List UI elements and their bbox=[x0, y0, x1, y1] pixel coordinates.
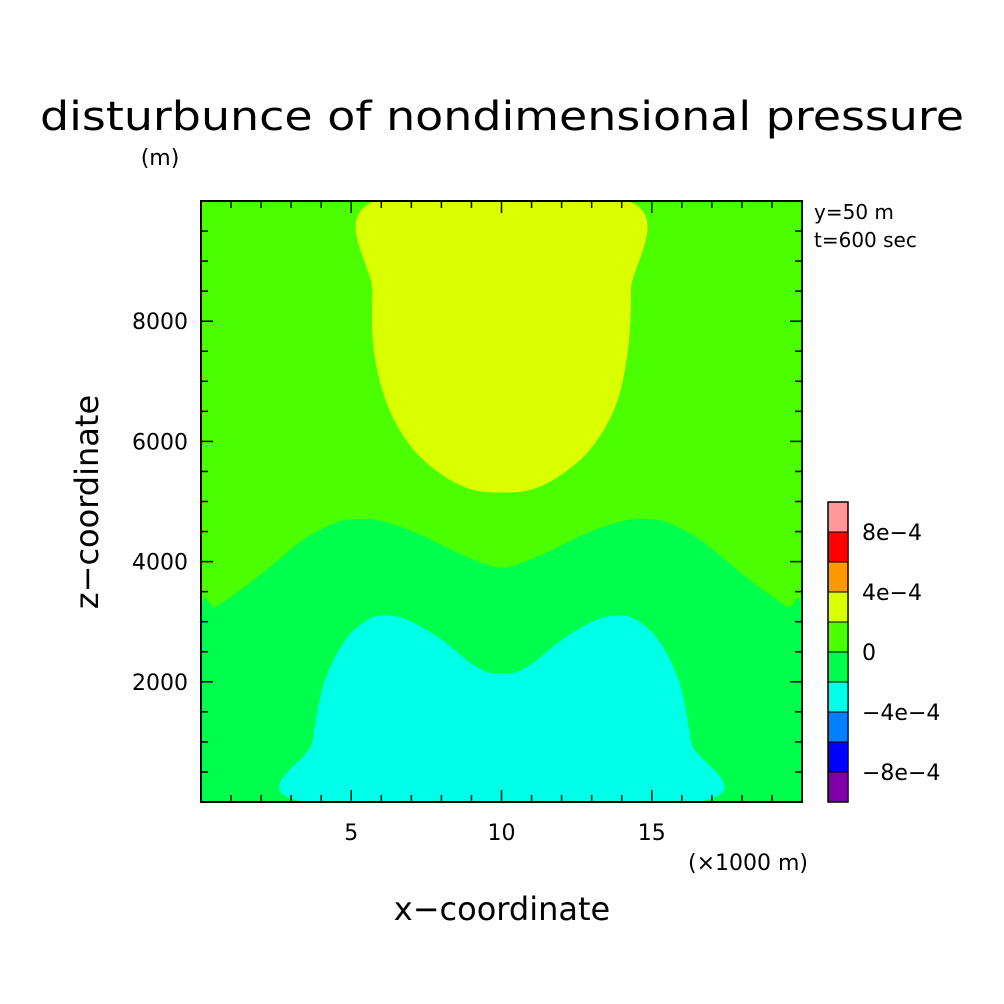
x-axis-label: x−coordinate bbox=[394, 890, 610, 928]
colorbar-tick-label: 8e−4 bbox=[862, 521, 922, 546]
x-axis-unit: (×1000 m) bbox=[688, 851, 808, 876]
y-axis-label: z−coordinate bbox=[68, 395, 106, 609]
y-tick-label: 6000 bbox=[132, 430, 188, 455]
y-axis-unit: (m) bbox=[141, 146, 180, 171]
contour-region-positive-lobe bbox=[355, 201, 648, 493]
colorbar-swatch bbox=[827, 531, 849, 563]
colorbar-tick-label: 0 bbox=[862, 641, 876, 666]
colorbar-swatch bbox=[827, 711, 849, 743]
colorbar-swatch bbox=[827, 591, 849, 623]
colorbar: −8e−4 −4e−4 0 4e−4 8e−4 bbox=[827, 501, 940, 803]
colorbar-tick-label: −8e−4 bbox=[862, 761, 940, 786]
colorbar-tick-label: 4e−4 bbox=[862, 581, 922, 606]
chart-title: disturbunce of nondimensional pressure bbox=[40, 94, 964, 140]
colorbar-swatch bbox=[827, 651, 849, 683]
x-tick-label: 15 bbox=[638, 821, 666, 846]
colorbar-swatch bbox=[827, 741, 849, 773]
y-tick-label: 4000 bbox=[132, 551, 188, 576]
annotation-y-location: y=50 m bbox=[814, 200, 894, 224]
colorbar-frame bbox=[827, 501, 849, 803]
x-tick-label: 5 bbox=[344, 821, 358, 846]
colorbar-tick-label: −4e−4 bbox=[862, 701, 940, 726]
colorbar-swatch bbox=[827, 771, 849, 803]
x-tick-label: 10 bbox=[488, 821, 516, 846]
contour-region-negative-lobe bbox=[278, 615, 725, 802]
y-tick-label: 2000 bbox=[132, 671, 188, 696]
colorbar-swatch bbox=[827, 621, 849, 653]
axis-ticks: 5 10 15 2000 4000 6000 8000 bbox=[132, 201, 802, 846]
y-tick-label: 8000 bbox=[132, 310, 188, 335]
contour-regions bbox=[201, 201, 802, 802]
colorbar-swatch bbox=[827, 681, 849, 713]
colorbar-swatch bbox=[827, 501, 849, 533]
annotation-time: t=600 sec bbox=[814, 228, 917, 252]
colorbar-swatch bbox=[827, 561, 849, 593]
